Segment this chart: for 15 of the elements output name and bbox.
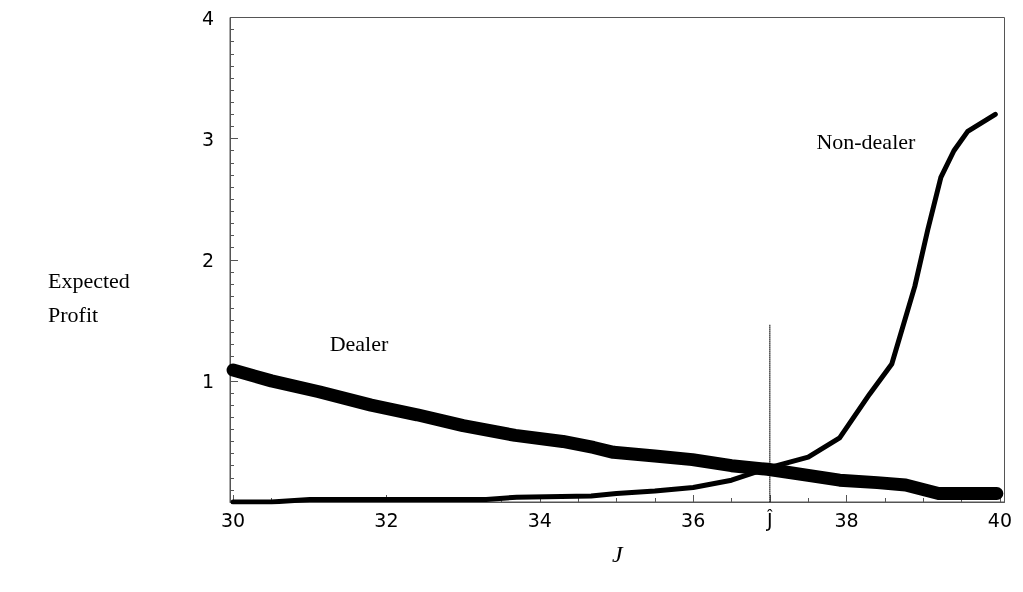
x-tick-label: 30 — [220, 508, 246, 531]
x-tick-label: 32 — [374, 508, 399, 531]
x-tick-label: 40 — [987, 508, 1013, 531]
x-tick-label: 36 — [681, 508, 706, 531]
y-tick-label: 3 — [201, 127, 214, 150]
y-tick-label: 1 — [201, 369, 214, 392]
x-tick-label: 34 — [527, 508, 552, 531]
series-label: Non-dealer — [816, 128, 917, 154]
y-tick-label: 2 — [201, 248, 214, 271]
x-tick-label: 38 — [834, 508, 859, 531]
y-tick-label: 4 — [201, 6, 214, 29]
y-axis-title: Expected Profit — [48, 267, 136, 327]
x-axis-title: J — [611, 541, 624, 567]
x-tick-label: Ĵ — [766, 508, 774, 531]
series-label: Dealer — [329, 331, 389, 357]
